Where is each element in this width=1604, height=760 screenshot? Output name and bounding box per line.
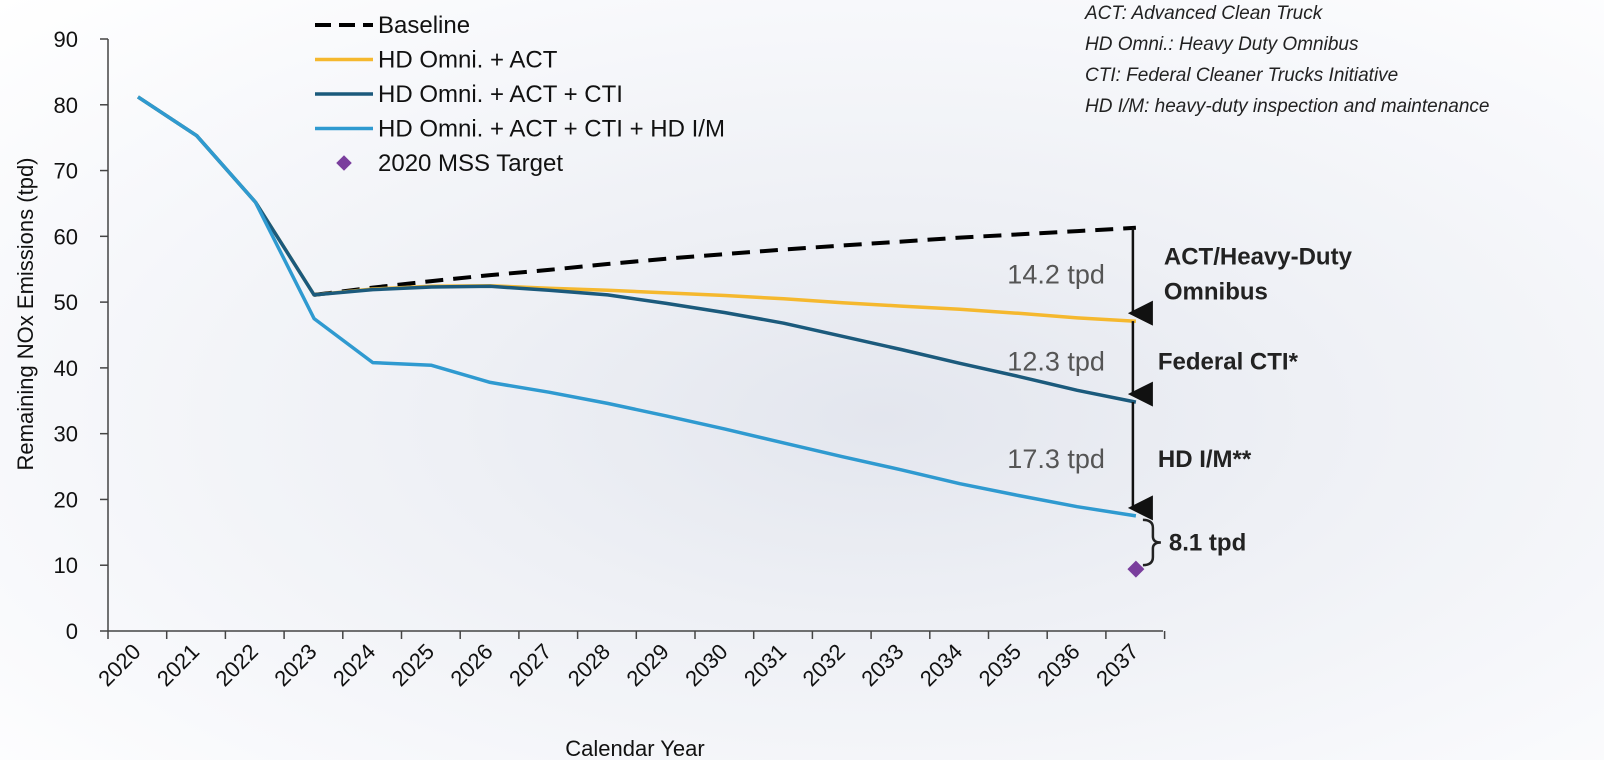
x-tick-label: 2037: [1091, 639, 1143, 691]
series-line-0: [313, 225, 1137, 297]
x-tick-label: 2021: [152, 639, 204, 691]
abbreviation-note: CTI: Federal Cleaner Trucks Initiative: [1085, 65, 1398, 86]
x-tick-label: 2025: [387, 639, 439, 691]
x-tick-label: 2026: [445, 639, 497, 691]
abbreviation-note: ACT: Advanced Clean Truck: [1084, 3, 1324, 24]
y-tick-label: 30: [54, 422, 78, 447]
x-tick-label: 2029: [622, 639, 674, 691]
y-tick-label: 0: [66, 619, 78, 644]
y-tick-label: 40: [54, 356, 78, 381]
x-tick-label: 2032: [798, 639, 850, 691]
legend-label: 2020 MSS Target: [378, 150, 563, 177]
gap-annotations: 14.2 tpd ACT/Heavy-Duty Omnibus 12.3 tpd Fed…: [1007, 227, 1353, 567]
gap-category-label: HD I/M**: [1158, 446, 1252, 473]
y-tick-label: 70: [54, 159, 78, 184]
gap-value-label: 14.2 tpd: [1007, 259, 1105, 289]
x-tick-label: 2033: [856, 639, 908, 691]
x-tick-label: 2028: [563, 639, 615, 691]
gap-value-label: 12.3 tpd: [1007, 347, 1105, 377]
remaining-gap-label: 8.1 tpd: [1169, 530, 1246, 557]
series-layer: [137, 95, 1145, 578]
legend-target-marker: [336, 155, 352, 171]
remaining-gap-brace: [1142, 518, 1161, 567]
y-axis-title: Remaining NOx Emissions (tpd): [13, 158, 38, 471]
abbreviation-notes: ACT: Advanced Clean Truck HD Omni.: Heavy…: [1084, 3, 1490, 117]
legend-label: HD Omni. + ACT + CTI + HD I/M: [378, 116, 725, 143]
y-tick-label: 20: [54, 487, 78, 512]
gap-category-label: Federal CTI*: [1158, 349, 1299, 376]
x-tick-label: 2020: [93, 639, 145, 691]
y-tick-label: 50: [54, 290, 78, 315]
gap-category-label: ACT/Heavy-Duty: [1164, 243, 1353, 270]
legend-label: HD Omni. + ACT + CTI: [378, 81, 623, 108]
y-tick-label: 60: [54, 224, 78, 249]
legend-label: HD Omni. + ACT: [378, 47, 558, 74]
x-tick-label: 2023: [269, 639, 321, 691]
x-tick-label: 2035: [974, 639, 1026, 691]
x-tick-label: 2027: [504, 639, 556, 691]
x-axis-title: Calendar Year: [565, 736, 704, 760]
x-tick-label: 2031: [739, 639, 791, 691]
x-tick-label: 2024: [328, 639, 380, 691]
y-tick-label: 10: [54, 553, 78, 578]
gap-category-label: Omnibus: [1164, 278, 1268, 305]
y-tick-label: 80: [54, 93, 78, 118]
x-tick-label: 2030: [680, 639, 732, 691]
target-marker: [1127, 560, 1145, 578]
legend: Baseline HD Omni. + ACT HD Omni. + ACT + C…: [315, 12, 725, 177]
y-tick-label: 90: [54, 27, 78, 52]
x-tick-label: 2034: [915, 639, 967, 691]
gap-value-label: 17.3 tpd: [1007, 444, 1105, 474]
x-tick-label: 2022: [211, 639, 263, 691]
abbreviation-note: HD I/M: heavy-duty inspection and mainte…: [1085, 96, 1490, 117]
legend-label: Baseline: [378, 12, 470, 39]
series-line-3: [137, 95, 1137, 518]
abbreviation-note: HD Omni.: Heavy Duty Omnibus: [1085, 34, 1359, 55]
x-tick-label: 2036: [1032, 639, 1084, 691]
series-line-2: [137, 95, 1137, 404]
